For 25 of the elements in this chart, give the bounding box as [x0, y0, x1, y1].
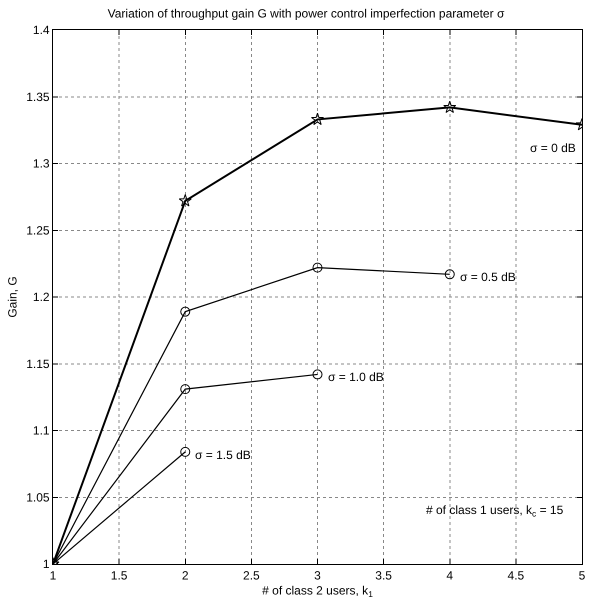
- series-label: σ = 0.5 dB: [460, 270, 516, 284]
- y-tick-label: 1.05: [26, 490, 50, 504]
- annotation: # of class 1 users, k$_{c}$ = 15: [426, 503, 564, 519]
- x-tick-label: 1.5: [110, 568, 128, 582]
- x-tick-label: 2: [182, 568, 189, 582]
- x-tick-label: 3.5: [375, 568, 392, 582]
- y-tick-label: 1.2: [32, 290, 50, 304]
- series-label: σ = 0 dB: [530, 141, 576, 155]
- y-tick-label: 1.4: [32, 23, 50, 38]
- y-axis-title: Gain, G: [6, 276, 20, 318]
- y-tick-label: 1.3: [32, 156, 50, 171]
- chart-title: Variation of throughput gain G with power control imperfection parameter σ: [108, 6, 505, 21]
- x-tick-label: 2.5: [243, 568, 260, 582]
- x-tick-label: 4.5: [508, 568, 525, 582]
- y-tick-label: 1: [42, 557, 50, 572]
- y-tick-label: 1.25: [26, 223, 50, 238]
- series-label: σ = 1.5 dB: [195, 448, 251, 462]
- x-tick-label: 4: [446, 568, 454, 582]
- x-tick-label: 5: [578, 568, 586, 582]
- y-tick-label: 1.15: [26, 356, 50, 371]
- x-axis-title: # of class 2 users, k$_{1}$: [262, 583, 374, 599]
- y-tick-label: 1.35: [26, 90, 50, 104]
- x-tick-label: 3: [314, 568, 322, 582]
- series-label: σ = 1.0 dB: [328, 370, 384, 384]
- y-tick-label: 1.1: [32, 424, 50, 438]
